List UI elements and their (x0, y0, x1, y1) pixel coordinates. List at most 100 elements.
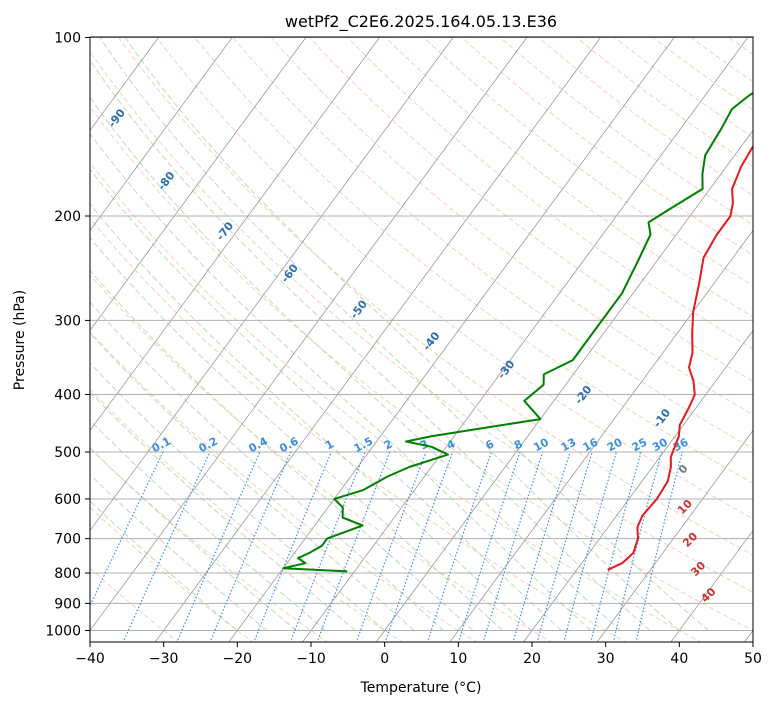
moist-adiabat-line (90, 391, 356, 631)
moist-adiabat-label: 0 (676, 462, 691, 477)
isotherm-line (596, 429, 753, 642)
y-tick-label: 800 (54, 566, 81, 582)
moist-adiabat-label: 40 (698, 585, 718, 605)
mixing-ratio-label: 1 (323, 437, 336, 452)
dry-adiabat-line (90, 217, 627, 642)
dry-adiabat-line (90, 106, 753, 632)
x-tick-label: −10 (296, 651, 326, 667)
dry-adiabat-line (728, 37, 753, 55)
mixing-ratio-line (426, 451, 493, 642)
mixing-ratio-line (176, 451, 261, 642)
isotherm-line (228, 37, 675, 642)
y-axis: 100 200 300 400 500 600 700 800 900 1000 (45, 31, 90, 640)
y-tick-label: 500 (54, 445, 81, 461)
y-tick-label: 100 (54, 31, 81, 47)
mixing-ratio-line (253, 451, 332, 642)
mixing-ratio-line (90, 451, 164, 607)
isotherm-line (523, 329, 753, 642)
moist-adiabat-line (90, 473, 268, 631)
dry-adiabat-label: -70 (214, 219, 237, 243)
x-tick-label: 10 (449, 651, 467, 667)
mixing-ratio-label: 16 (581, 435, 601, 454)
mixing-ratio-line (482, 451, 544, 642)
mixing-ratio-line (316, 451, 391, 642)
moist-adiabat-line (90, 332, 415, 631)
y-axis-label: Pressure (hPa) (12, 290, 28, 390)
moist-adiabat-line (90, 500, 238, 631)
dry-adiabat-line (90, 274, 553, 642)
dry-adiabat-label: -40 (420, 329, 443, 353)
dry-adiabat-label: -90 (105, 106, 128, 130)
line-labels: 0.1 0.2 0.4 0.6 1 1.5 2 3 4 6 8 10 13 16 20 25 30 36-100-… (90, 37, 719, 605)
isotherm-line (90, 37, 380, 432)
x-tick-label: 50 (744, 651, 762, 667)
dry-adiabat-line (194, 37, 753, 484)
dry-adiabat-line (576, 37, 753, 167)
x-tick-label: 20 (523, 651, 541, 667)
mixing-ratio-label: 10 (531, 435, 551, 454)
y-tick-label: 600 (54, 492, 81, 508)
mixing-ratio-label: 25 (630, 436, 650, 455)
moist-adiabat-line (90, 168, 562, 631)
y-tick-label: 1000 (45, 624, 81, 640)
mixing-ratio-line (635, 451, 683, 642)
dry-adiabat-line (652, 37, 753, 111)
moist-adiabat-line (90, 447, 297, 631)
mixing-ratio-line (536, 451, 593, 642)
dry-adiabat-line (309, 37, 753, 383)
mixing-ratio-label: 4 (445, 437, 458, 452)
dry-adiabat-label: -10 (651, 406, 674, 430)
mixing-ratio-label: 20 (605, 435, 625, 454)
moist-adiabat-line (90, 236, 503, 631)
mixing-ratio-label: 6 (483, 437, 496, 452)
isotherm-line (90, 37, 528, 632)
x-axis-label: Temperature (°C) (360, 680, 482, 696)
moist-adiabat-line (99, 37, 680, 631)
plot-frame (89, 36, 754, 643)
dry-adiabat-label: -20 (572, 383, 595, 407)
moist-adiabat-label: 10 (675, 497, 695, 517)
moist-adiabat-label: 20 (680, 530, 700, 550)
dry-adiabat-line (499, 37, 753, 226)
moist-adiabat-line (90, 419, 327, 631)
dry-adiabat-label: -80 (155, 169, 178, 193)
chart-title: wetPf2_C2E6.2025.164.05.13.E36 (285, 12, 557, 32)
mixing-ratio-label: 30 (650, 435, 670, 454)
dry-adiabat-line (767, 38, 775, 644)
isotherm-line (90, 37, 454, 532)
y-tick-label: 700 (54, 532, 81, 548)
moist-adiabat-line (124, 37, 710, 631)
isotherm-line (90, 37, 233, 232)
isotherm-line (90, 37, 307, 332)
moist-adiabat-label: 30 (688, 559, 708, 579)
x-tick-label: 0 (380, 651, 389, 667)
temperature-profile-line (607, 144, 753, 571)
dry-adiabat-line (423, 37, 753, 287)
mixing-ratio-line (590, 451, 642, 642)
dry-adiabat-line (90, 161, 702, 642)
moist-adiabat-line (90, 269, 474, 631)
x-tick-label: 40 (670, 651, 688, 667)
isotherm-line (0, 38, 11, 644)
isotherm-line (449, 229, 753, 642)
dry-adiabat-line (232, 37, 753, 450)
dry-adiabat-line (270, 37, 753, 416)
isotherm-line (302, 37, 749, 642)
mixing-ratio-line (457, 451, 521, 642)
profiles (282, 91, 753, 573)
mixing-ratio-label: 36 (671, 435, 691, 454)
y-tick-label: 400 (54, 388, 81, 404)
x-axis: −40 −30 −20 −10 0 10 20 30 40 50 (75, 642, 762, 667)
mixing-ratio-label: 13 (559, 436, 579, 455)
mixing-ratio-line (289, 451, 366, 642)
mixing-ratio-line (563, 451, 617, 642)
mixing-ratio-line (512, 451, 571, 642)
y-tick-label: 900 (54, 596, 81, 612)
moist-adiabat-line (90, 203, 533, 631)
mixing-ratio-line (612, 451, 663, 642)
x-tick-label: −40 (75, 651, 105, 667)
mixing-ratio-label: 8 (512, 437, 525, 452)
mixing-ratio-line (122, 451, 211, 642)
isotherm-line (154, 37, 601, 642)
plot-area: 0.1 0.2 0.4 0.6 1 1.5 2 3 4 6 8 10 13 16 20 25 30 36-100-… (0, 37, 775, 644)
